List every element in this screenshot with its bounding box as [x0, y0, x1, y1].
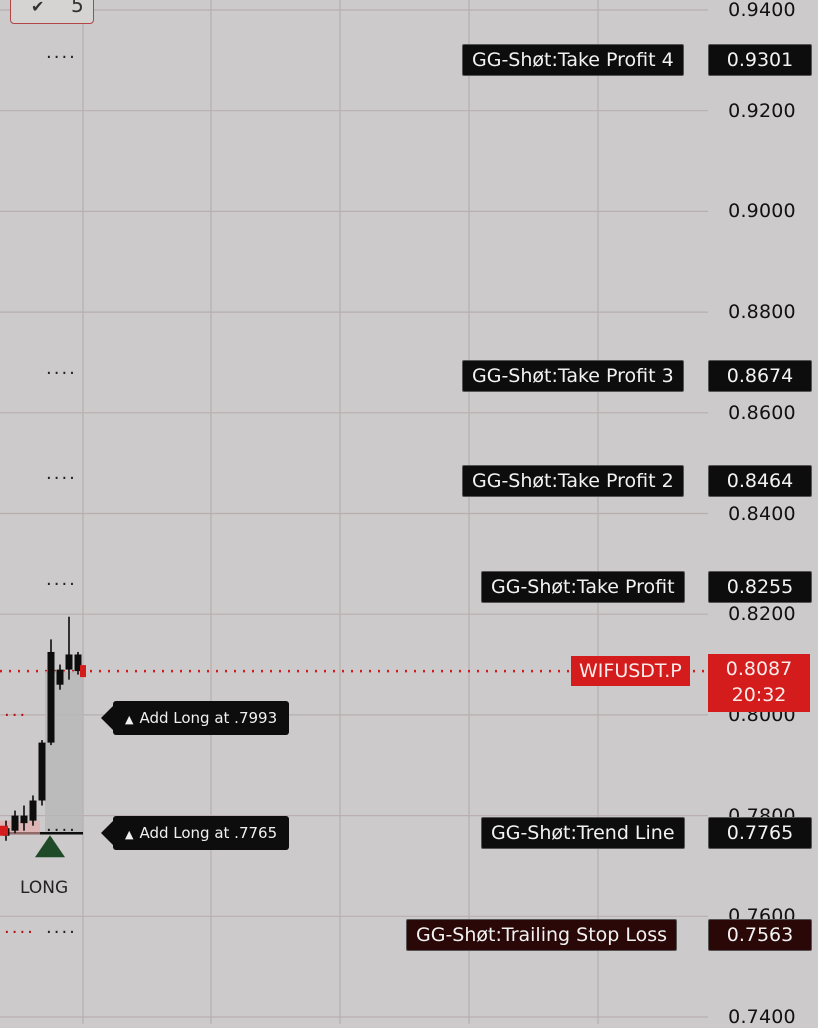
risk-zone — [0, 820, 40, 835]
long-signal-label: LONG — [20, 878, 69, 898]
last-price-marker — [80, 665, 86, 678]
indicator-toggle-button[interactable]: ✔ 5 — [10, 0, 94, 24]
long-signal-marker — [35, 835, 65, 858]
candle-body — [20, 815, 28, 824]
indicator-count: 5 — [71, 0, 84, 17]
candle-body — [56, 669, 64, 685]
chevron-down-icon: ✔ — [31, 0, 45, 16]
candle-body — [11, 815, 19, 831]
candle-body — [47, 651, 55, 743]
candle-body — [65, 654, 73, 670]
entry-price-marker — [0, 825, 8, 836]
candle-body — [38, 742, 46, 801]
candle-body — [74, 654, 82, 672]
candle-body — [29, 800, 37, 821]
